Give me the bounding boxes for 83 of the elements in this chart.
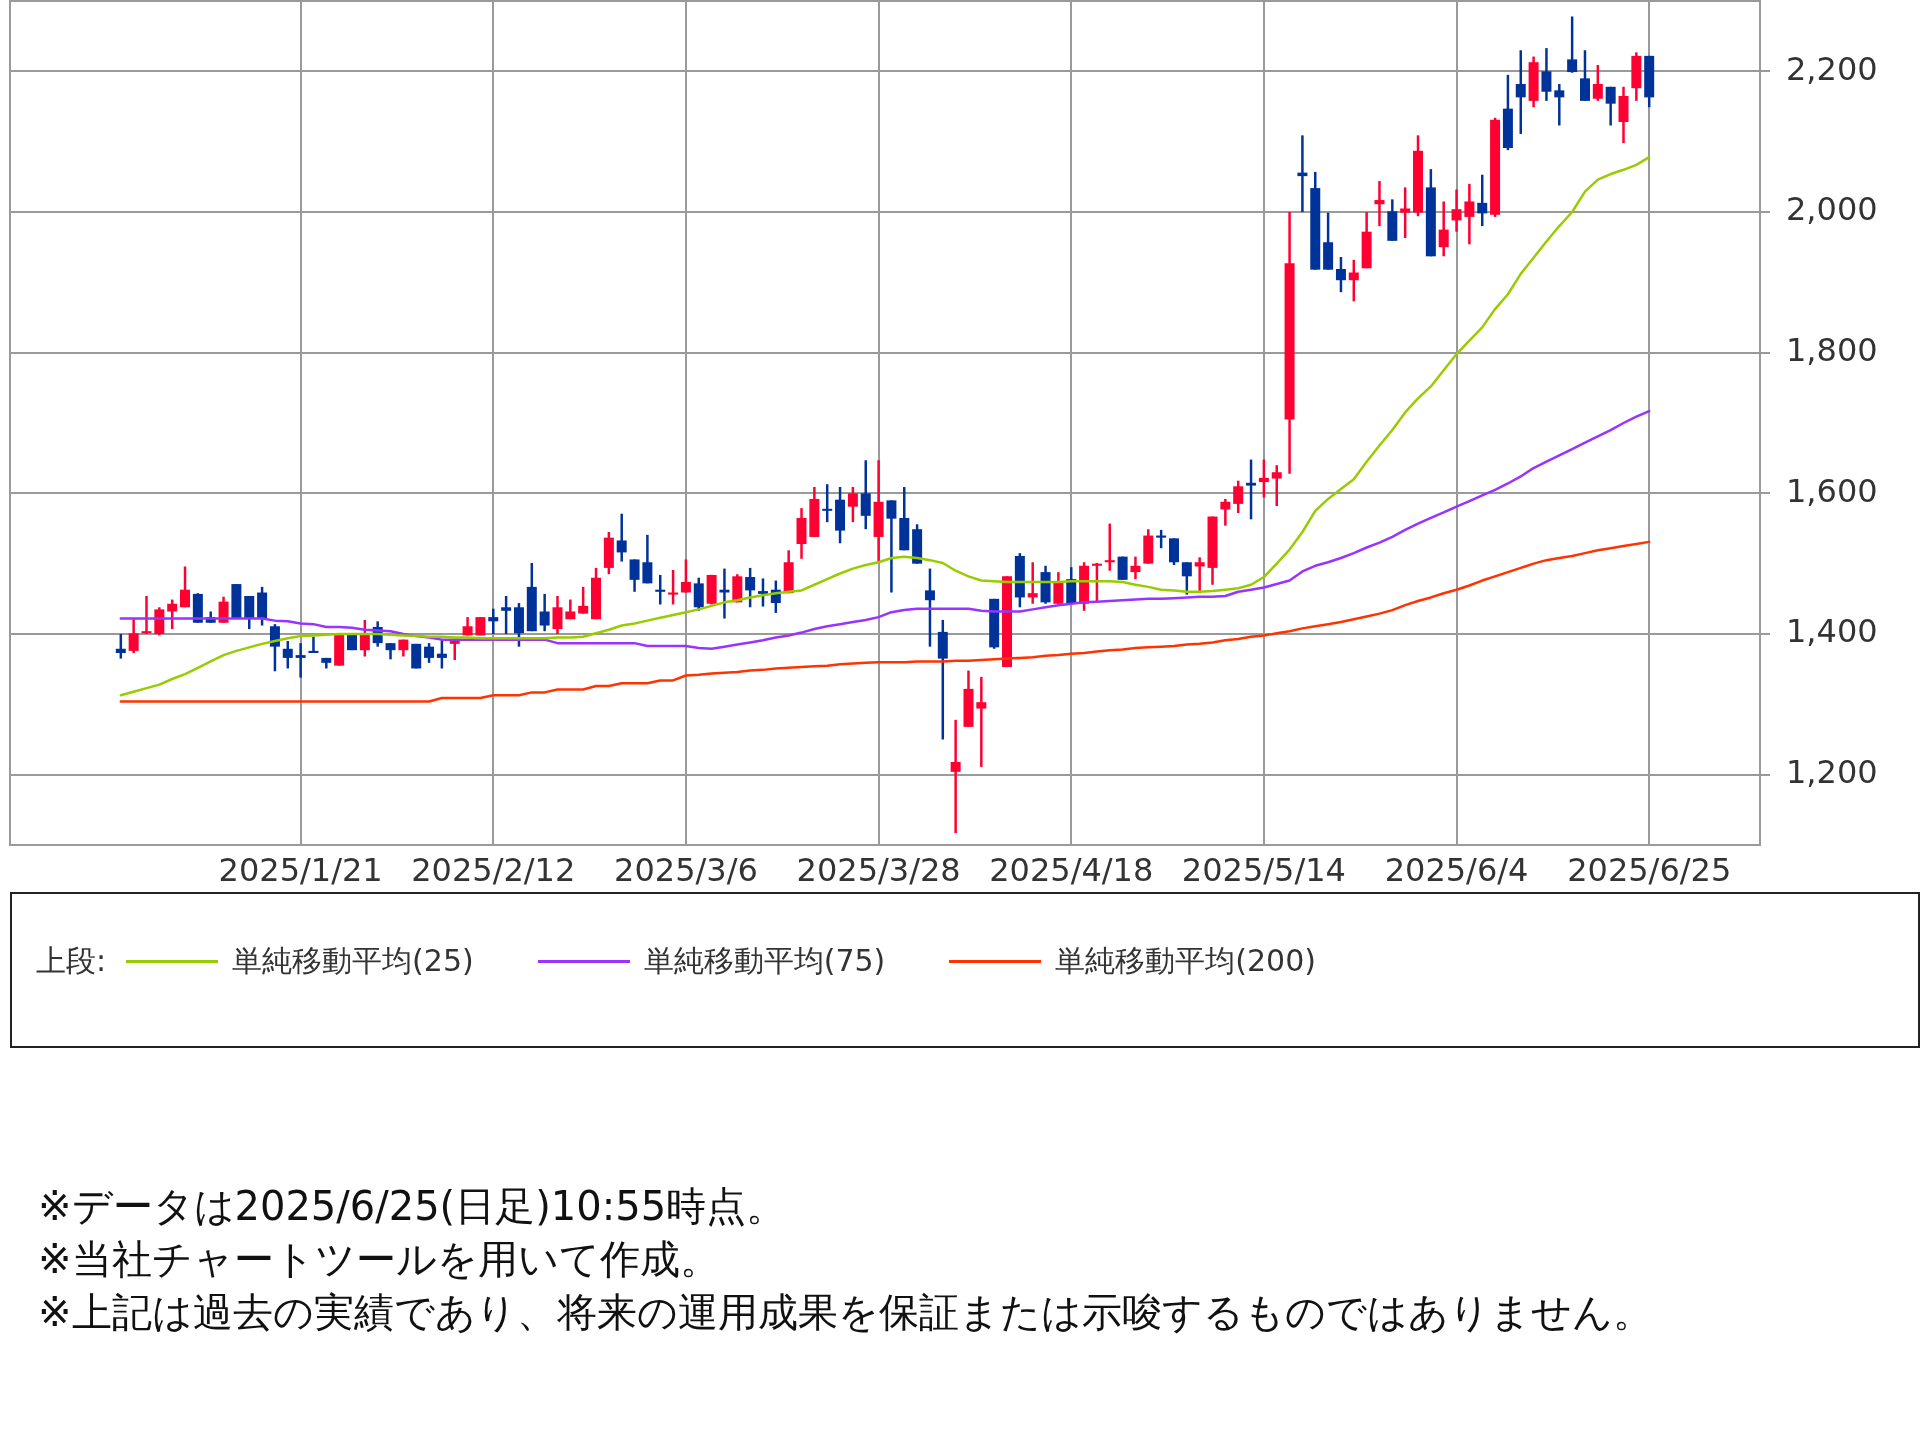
x-tick-label: 2025/4/18 [989, 850, 1154, 889]
candlestick [1156, 528, 1167, 550]
legend-label: 単純移動平均(200) [1055, 941, 1316, 980]
candlestick [1258, 458, 1269, 499]
candlestick [822, 482, 833, 524]
candlestick [1027, 561, 1038, 606]
x-tick-label: 2025/3/28 [796, 850, 961, 889]
candlestick [668, 568, 679, 606]
candlestick [642, 533, 653, 585]
legend-title: 上段: [36, 941, 107, 980]
candlestick [282, 639, 293, 670]
candlestick [1053, 570, 1064, 606]
candlestick [1567, 15, 1578, 74]
candlestick [1130, 555, 1141, 581]
candlestick [1592, 63, 1603, 103]
y-tick-label: 1,200 [1786, 752, 1878, 791]
y-tick-label: 2,000 [1786, 190, 1878, 229]
candlestick [680, 558, 691, 594]
text: ※当社チャートツールを用いて作成。 [38, 1235, 721, 1284]
candlestick [1271, 463, 1282, 508]
legend-label: 単純移動平均(75) [643, 941, 886, 980]
x-tick-label: 2025/2/12 [411, 850, 576, 889]
y-tick-label: 1,600 [1786, 471, 1878, 510]
candlestick [745, 566, 756, 609]
candlestick [629, 558, 640, 594]
candlestick [1554, 82, 1565, 127]
candlestick [693, 576, 704, 613]
candlestick [128, 617, 139, 655]
candlestick [1464, 182, 1475, 246]
candlestick [141, 594, 152, 636]
candlestick [616, 512, 627, 563]
x-tick-label: 2025/3/6 [614, 850, 758, 889]
candlestick [1220, 497, 1231, 527]
candlestick [1104, 522, 1115, 572]
x-tick-label: 2025/6/4 [1384, 850, 1529, 889]
candlestick [1335, 255, 1346, 294]
candlestick [976, 675, 987, 769]
candlestick [578, 585, 589, 615]
candlestick [924, 567, 935, 648]
candlestick [1246, 458, 1257, 521]
candlestick [886, 499, 897, 594]
text: ※上記は過去の実績であり、将来の運用成果を保証または示唆するものではありません。 [38, 1288, 1654, 1337]
candlestick [180, 565, 191, 609]
candlestick [115, 632, 126, 660]
candlestick [1579, 48, 1590, 103]
legend-label: 単純移動平均(25) [232, 941, 474, 980]
candlestick [719, 567, 730, 620]
candlestick [552, 594, 563, 636]
candlestick [295, 641, 306, 679]
candlestick [860, 459, 871, 531]
candlestick [950, 718, 961, 835]
candlestick [1515, 48, 1526, 136]
candlestick [424, 641, 435, 665]
candlestick [1451, 188, 1462, 233]
candlestick [436, 638, 447, 670]
candlestick [501, 594, 512, 636]
candlestick [847, 485, 858, 524]
candlestick [1400, 186, 1411, 240]
candlestick [539, 592, 550, 633]
candlestick [1168, 537, 1179, 567]
candlestick [1374, 179, 1385, 228]
candlestick [655, 573, 666, 606]
candlestick [1541, 46, 1552, 103]
text: ※データは2025/6/25(日足)10:55時点。 [38, 1182, 788, 1231]
candlestick [488, 607, 499, 636]
y-tick-label: 1,800 [1786, 330, 1878, 369]
candlestick [244, 594, 255, 631]
candlestick [269, 622, 280, 673]
x-tick-label: 2025/1/21 [218, 850, 383, 889]
candlestick [1233, 479, 1244, 515]
y-tick-label: 2,200 [1786, 49, 1878, 88]
x-tick-label: 2025/5/14 [1181, 850, 1346, 889]
candlestick [1477, 173, 1488, 228]
y-tick-label: 1,400 [1786, 612, 1878, 651]
x-tick-label: 2025/6/25 [1567, 850, 1732, 889]
candlestick [167, 598, 178, 631]
candlestick [359, 618, 370, 658]
candlestick [1348, 258, 1359, 303]
candlestick [1181, 561, 1192, 596]
candlestick [1438, 200, 1449, 258]
candlestick [308, 635, 319, 655]
candlestick [1605, 85, 1616, 127]
candlestick [449, 639, 460, 662]
